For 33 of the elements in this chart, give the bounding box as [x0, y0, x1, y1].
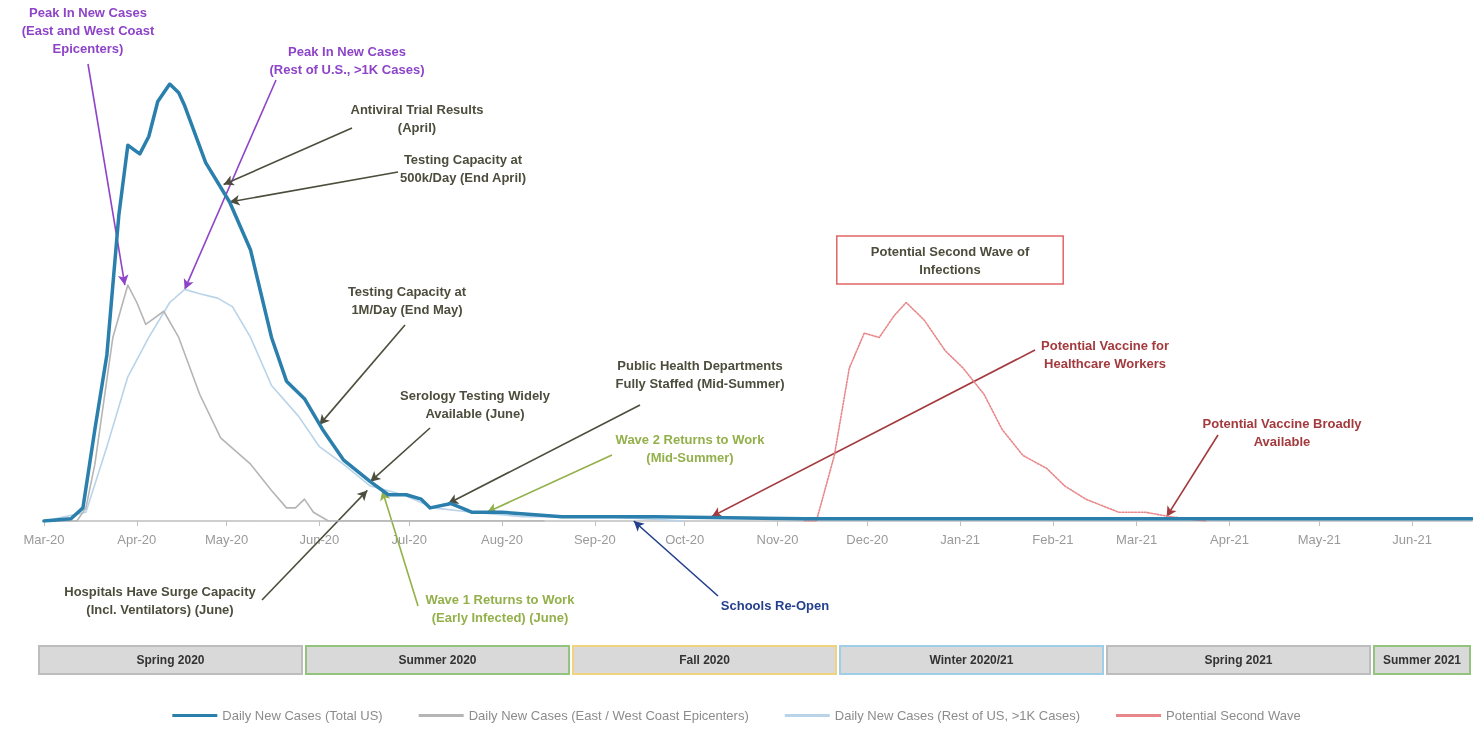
annotation: Peak In New Cases (East and West Coast Epicenters) [21, 4, 156, 56]
annotation: Potential Vaccine for Healthcare Workers [1041, 337, 1169, 371]
x-tick-label: Feb-21 [1032, 532, 1074, 547]
annotation: Antiviral Trial Results (April) [350, 101, 484, 135]
x-tick-label: Apr-21 [1209, 532, 1250, 547]
annotation: Potential Second Wave of Infections [870, 243, 1030, 277]
x-tick-label: May-20 [204, 532, 249, 547]
season-timeline: Spring 2020 Summer 2020 Fall 2020 Winter 2020/21 Spring 2021 Summer 2021 [38, 645, 1473, 679]
x-tick-label: Jun-21 [1392, 532, 1432, 547]
x-tick-label: Dec-20 [846, 532, 889, 547]
x-tick-label: Sep-20 [573, 532, 616, 547]
x-tick-label: Jan-21 [940, 532, 980, 547]
annotation: Hospitals Have Surge Capacity (Incl. Ventilators) (June) [64, 583, 257, 617]
x-tick-label: May-21 [1297, 532, 1341, 547]
annotation: Schools Re-Open [720, 597, 830, 613]
annotation: Public Health Departments Fully Staffed (Mid-Summer) [615, 357, 785, 391]
annotation: Serology Testing Widely Available (June) [400, 387, 551, 421]
x-tick-label: Aug-20 [481, 532, 523, 547]
annotation: Testing Capacity at 1M/Day (End May) [347, 283, 467, 317]
legend-label: Daily New Cases (Total US) [222, 708, 383, 723]
annotation: Wave 2 Returns to Work (Mid-Summer) [615, 431, 766, 465]
legend-label: Potential Second Wave [1166, 708, 1301, 723]
annotation: Testing Capacity at 500k/Day (End April) [400, 151, 526, 185]
x-tick-label: Apr-20 [117, 532, 157, 547]
x-tick-label: Oct-20 [665, 532, 705, 547]
x-tick-label: Mar-21 [1116, 532, 1158, 547]
legend-label: Daily New Cases (East / West Coast Epicenters) [468, 708, 749, 723]
annotation: Potential Vaccine Broadly Available [1202, 415, 1363, 449]
x-tick-label: Mar-20 [23, 532, 65, 547]
legend-label: Daily New Cases (Rest of US, >1K Cases) [834, 708, 1081, 723]
annotation: Wave 1 Returns to Work (Early Infected) (June) [425, 591, 576, 625]
x-tick-label: Nov-20 [756, 532, 799, 547]
annotation: Peak In New Cases (Rest of U.S., >1K Cases) [269, 43, 425, 77]
